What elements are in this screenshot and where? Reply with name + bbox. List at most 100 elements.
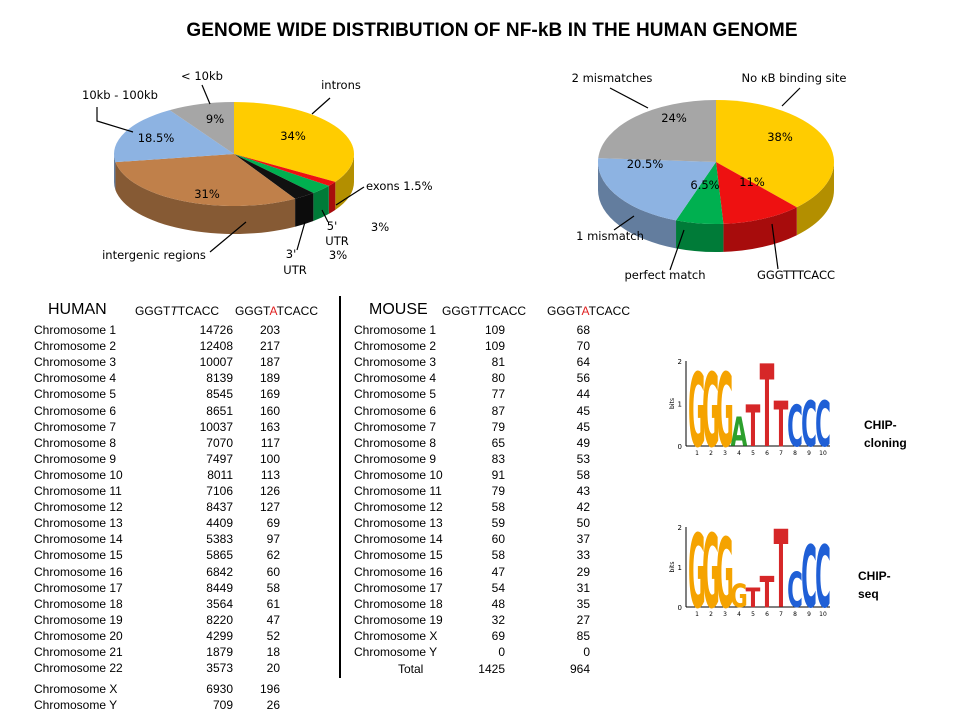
logo-x-tick: 9 bbox=[807, 611, 811, 618]
cell-value: 60 bbox=[491, 532, 505, 547]
logo-y-label: bits bbox=[669, 562, 676, 573]
row-label: Chromosome 19 bbox=[34, 612, 123, 627]
slice-label-lt10kb: < 10kb bbox=[181, 69, 223, 83]
row-label: Chromosome 12 bbox=[34, 500, 123, 515]
row-label: Chromosome 1 bbox=[354, 323, 437, 337]
logo-y-tick: 1 bbox=[678, 401, 682, 409]
cell-value: 100 bbox=[259, 451, 280, 466]
cell-value: 77 bbox=[491, 387, 505, 402]
logo-letter: A bbox=[731, 409, 748, 456]
total-value: 1425 bbox=[478, 662, 505, 676]
slice-value: 24% bbox=[661, 111, 687, 125]
table-title: HUMAN bbox=[48, 301, 107, 318]
logo-x-tick: 2 bbox=[709, 450, 713, 457]
pie-slice bbox=[169, 102, 234, 154]
slice-label-intergenic: intergenic regions bbox=[102, 248, 206, 262]
cell-value: 117 bbox=[260, 435, 280, 450]
logo-y-tick: 0 bbox=[678, 443, 682, 451]
row-label: Chromosome Y bbox=[34, 698, 118, 713]
logo-x-tick: 3 bbox=[723, 450, 727, 457]
pie-slice bbox=[598, 158, 716, 221]
slice-value: 9% bbox=[206, 112, 224, 126]
table-title: MOUSE bbox=[369, 301, 428, 318]
cell-value: 109 bbox=[484, 323, 505, 337]
logo-x-tick: 2 bbox=[709, 611, 713, 618]
cell-value: 126 bbox=[259, 484, 280, 498]
cell-value: 5865 bbox=[206, 548, 233, 563]
total-label: Total bbox=[398, 662, 424, 676]
leader-line bbox=[201, 84, 211, 105]
cell-value: 48 bbox=[491, 596, 505, 611]
pie-slice bbox=[115, 154, 296, 206]
logo-x-tick: 1 bbox=[695, 450, 699, 457]
logo-letter: C bbox=[787, 562, 803, 619]
pie-slice bbox=[234, 154, 314, 199]
cell-value: 0 bbox=[583, 645, 590, 659]
slice-label-exons: exons 1.5% bbox=[366, 179, 433, 193]
row-label: Chromosome 16 bbox=[354, 564, 443, 579]
cell-value: 53 bbox=[576, 451, 590, 466]
cell-value: 69 bbox=[266, 516, 280, 531]
row-label: Chromosome 9 bbox=[34, 451, 117, 466]
cell-value: 217 bbox=[259, 339, 280, 354]
row-label: Chromosome 18 bbox=[34, 596, 123, 611]
cell-value: 187 bbox=[259, 355, 280, 370]
cell-value: 109 bbox=[484, 339, 505, 354]
slice-value: 31% bbox=[194, 187, 220, 201]
leader-line bbox=[609, 87, 649, 109]
cell-value: 69 bbox=[491, 628, 505, 643]
row-label: Chromosome 20 bbox=[34, 628, 123, 643]
logo-label: CHIP- seq bbox=[858, 569, 891, 601]
column-header: GGGTTTCACC bbox=[442, 304, 527, 318]
page-title: GENOME WIDE DISTRIBUTION OF NF-kB IN THE… bbox=[186, 20, 798, 41]
leader-line bbox=[335, 186, 365, 206]
pie-slice bbox=[716, 100, 834, 208]
cell-value: 160 bbox=[259, 403, 280, 418]
cell-value: 42 bbox=[576, 500, 590, 515]
leader-line bbox=[311, 97, 331, 115]
cell-value: 7497 bbox=[206, 451, 233, 466]
cell-value: 6930 bbox=[206, 682, 233, 697]
row-label: Chromosome 15 bbox=[34, 548, 123, 563]
row-label: Chromosome X bbox=[354, 628, 438, 643]
logo-x-tick: 5 bbox=[751, 450, 755, 457]
cell-value: 43 bbox=[576, 484, 590, 498]
pie-chart-binding-site-match: 38% 11% 6.5% 20.5% 24% No κB binding site 2 mi… bbox=[572, 71, 847, 282]
cell-value: 31 bbox=[576, 580, 590, 595]
row-label: Chromosome 5 bbox=[354, 387, 437, 402]
row-label: Chromosome 7 bbox=[34, 419, 117, 434]
cell-value: 0 bbox=[498, 645, 505, 659]
slice-value: 34% bbox=[280, 129, 306, 143]
cell-value: 113 bbox=[260, 467, 280, 482]
logo-letter: G bbox=[730, 579, 748, 615]
row-label: Chromosome 8 bbox=[34, 435, 117, 450]
cell-value: 26 bbox=[266, 698, 280, 713]
row-label: Chromosome 1 bbox=[34, 323, 117, 337]
row-label: Chromosome 2 bbox=[354, 339, 437, 354]
row-label: Chromosome 9 bbox=[354, 451, 437, 466]
cell-value: 56 bbox=[576, 371, 590, 386]
leader-line bbox=[771, 223, 779, 270]
cell-value: 3573 bbox=[206, 661, 233, 676]
pie-slice-side bbox=[676, 220, 724, 252]
cell-value: 80 bbox=[491, 371, 505, 386]
slice-value: 11% bbox=[739, 175, 765, 189]
logo-x-tick: 8 bbox=[793, 450, 797, 457]
logo-x-tick: 7 bbox=[779, 450, 783, 457]
logo-label: CHIP- cloning bbox=[864, 418, 907, 450]
cell-value: 169 bbox=[259, 387, 280, 402]
cell-value: 83 bbox=[491, 451, 505, 466]
cell-value: 61 bbox=[266, 596, 280, 611]
row-label: Chromosome 13 bbox=[34, 516, 123, 531]
pie-slice bbox=[234, 102, 354, 182]
cell-value: 6842 bbox=[206, 564, 233, 579]
pie-slice-side bbox=[723, 207, 797, 252]
cell-value: 14726 bbox=[199, 323, 233, 337]
slice-label-gggtttcacc: GGGTTTCACC bbox=[757, 268, 835, 282]
cell-value: 29 bbox=[576, 564, 590, 579]
logo-y-label: bits bbox=[669, 398, 676, 409]
logo-x-tick: 5 bbox=[751, 611, 755, 618]
